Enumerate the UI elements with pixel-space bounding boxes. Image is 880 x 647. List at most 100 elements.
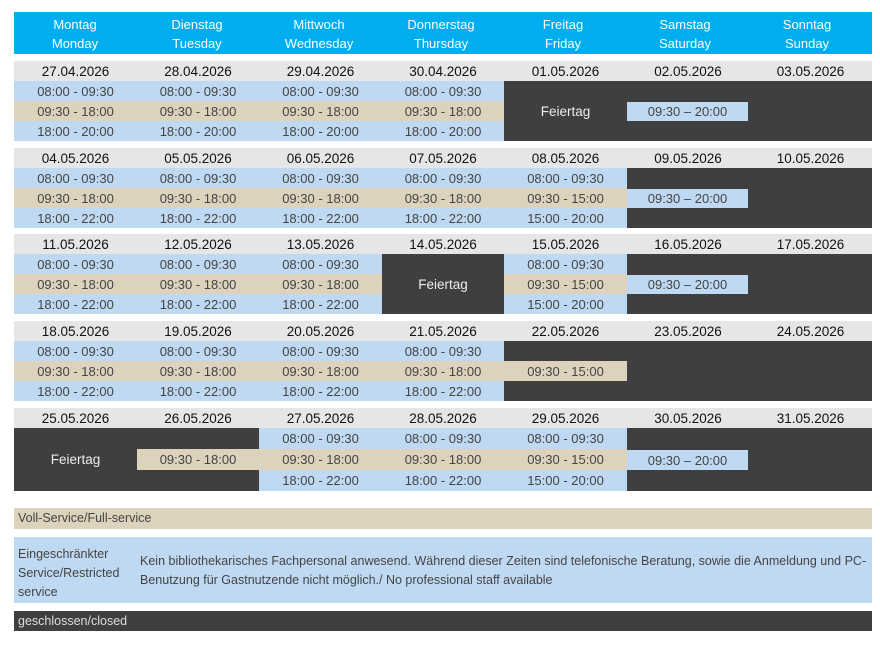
slot-early: 08:00 - 09:30 [137, 81, 259, 101]
closed-block: Feiertag [382, 254, 504, 314]
day-date: 13.05.2026 [259, 234, 382, 254]
day-date: 04.05.2026 [14, 148, 137, 168]
day-date: 29.05.2026 [504, 408, 627, 428]
legend-full-service: Voll-Service/Full-service [14, 508, 872, 529]
slot-saturday: 09:30 – 20:00 [627, 102, 748, 121]
slot-full-service: 09:30 - 15:00 [504, 449, 627, 470]
slot-late: 18:00 - 22:00 [137, 208, 259, 228]
slot-late: 18:00 - 22:00 [382, 381, 504, 401]
slot-late: 18:00 - 20:00 [259, 121, 382, 141]
weekday-name-de: Freitag [542, 17, 584, 32]
weekday-header-cell: Samstag Saturday [624, 12, 746, 54]
day-date: 27.05.2026 [259, 408, 382, 428]
slot-early: 08:00 - 09:30 [14, 168, 137, 188]
slot-full-service: 09:30 - 18:00 [259, 101, 382, 121]
day-date: 12.05.2026 [137, 234, 259, 254]
day-date: 29.04.2026 [259, 61, 382, 81]
day-date: 10.05.2026 [749, 148, 872, 168]
legend-restricted-title: Eingeschränkter Service/Restricted servi… [18, 547, 120, 599]
weekday-name-de: Donnerstag [407, 17, 475, 32]
slot-early: 08:00 - 09:30 [259, 81, 382, 101]
slot-late: 18:00 - 20:00 [382, 121, 504, 141]
slot-full-service: 09:30 - 15:00 [504, 274, 627, 294]
slot-early: 08:00 - 09:30 [504, 254, 627, 274]
slot-early: 08:00 - 09:30 [14, 341, 137, 361]
slot-late: 18:00 - 22:00 [382, 208, 504, 228]
slot-saturday: 09:30 – 20:00 [627, 450, 748, 470]
slot-early: 08:00 - 09:30 [137, 168, 259, 188]
day-date: 08.05.2026 [504, 148, 627, 168]
weekday-name-en: Sunday [784, 36, 830, 51]
slot-late: 18:00 - 22:00 [14, 208, 137, 228]
slot-late: 15:00 - 20:00 [504, 470, 627, 491]
day-date: 07.05.2026 [382, 148, 504, 168]
slot-full-service: 09:30 - 15:00 [504, 361, 627, 381]
slot-full-service: 09:30 - 18:00 [137, 361, 259, 381]
weekday-name-en: Tuesday [172, 36, 222, 51]
slot-full-service: 09:30 - 18:00 [137, 449, 259, 470]
weekday-header: Montag Monday Dienstag Tuesday Mittwoch Wedne… [14, 12, 872, 54]
weekday-header-cell: Donnerstag Thursday [380, 12, 502, 54]
slot-full-service: 09:30 - 18:00 [14, 188, 137, 208]
day-date: 02.05.2026 [627, 61, 749, 81]
slot-late: 18:00 - 22:00 [382, 470, 504, 491]
slot-full-service: 09:30 - 18:00 [382, 361, 504, 381]
day-date: 06.05.2026 [259, 148, 382, 168]
closed-block [627, 341, 749, 401]
slot-full-service: 09:30 - 18:00 [382, 449, 504, 470]
closed-block: Feiertag [14, 428, 137, 491]
slot-full-service: 09:30 - 18:00 [259, 449, 382, 470]
day-date: 15.05.2026 [504, 234, 627, 254]
weekday-header-cell: Montag Monday [14, 12, 136, 54]
slot-late: 15:00 - 20:00 [504, 208, 627, 228]
slot-saturday: 09:30 – 20:00 [627, 275, 748, 294]
weekday-name-en: Saturday [658, 36, 712, 51]
day-date: 27.04.2026 [14, 61, 137, 81]
closed-block [504, 381, 627, 401]
slot-saturday: 09:30 – 20:00 [627, 189, 748, 208]
slot-full-service: 09:30 - 18:00 [137, 188, 259, 208]
slot-early: 08:00 - 09:30 [14, 254, 137, 274]
weekday-name-de: Sonntag [782, 17, 832, 32]
weekday-name-de: Dienstag [171, 17, 223, 32]
weekday-name-de: Samstag [659, 17, 711, 32]
day-date: 24.05.2026 [749, 321, 872, 341]
day-date: 20.05.2026 [259, 321, 382, 341]
slot-full-service: 09:30 - 15:00 [504, 188, 627, 208]
day-date: 31.05.2026 [749, 408, 872, 428]
weekday-name-en: Thursday [413, 36, 469, 51]
slot-early: 08:00 - 09:30 [504, 168, 627, 188]
day-date: 05.05.2026 [137, 148, 259, 168]
weekday-header-cell: Freitag Friday [502, 12, 624, 54]
slot-late: 18:00 - 22:00 [14, 381, 137, 401]
slot-late: 18:00 - 22:00 [259, 470, 382, 491]
weekday-name-en: Monday [51, 36, 99, 51]
closed-block [137, 428, 259, 449]
legend-restricted-description: Kein bibliothekarisches Fachpersonal anw… [140, 554, 867, 587]
day-date: 01.05.2026 [504, 61, 627, 81]
weekday-header-cell: Sonntag Sunday [746, 12, 868, 54]
slot-full-service: 09:30 - 18:00 [14, 274, 137, 294]
slot-full-service: 09:30 - 18:00 [137, 274, 259, 294]
slot-late: 18:00 - 22:00 [137, 294, 259, 314]
slot-early: 08:00 - 09:30 [259, 254, 382, 274]
day-date: 14.05.2026 [382, 234, 504, 254]
slot-early: 08:00 - 09:30 [14, 81, 137, 101]
slot-early: 08:00 - 09:30 [259, 168, 382, 188]
day-date: 22.05.2026 [504, 321, 627, 341]
closed-block [749, 168, 872, 228]
slot-late: 18:00 - 22:00 [137, 381, 259, 401]
slot-late: 18:00 - 20:00 [137, 121, 259, 141]
weekday-name-en: Wednesday [284, 36, 354, 51]
day-date: 16.05.2026 [627, 234, 749, 254]
day-date: 23.05.2026 [627, 321, 749, 341]
slot-full-service: 09:30 - 18:00 [382, 188, 504, 208]
slot-late: 18:00 - 22:00 [259, 381, 382, 401]
slot-late: 18:00 - 20:00 [14, 121, 137, 141]
slot-full-service: 09:30 - 18:00 [259, 361, 382, 381]
day-date: 25.05.2026 [14, 408, 137, 428]
slot-late: 15:00 - 20:00 [504, 294, 627, 314]
slot-full-service: 09:30 - 18:00 [14, 101, 137, 121]
weekday-header-cell: Mittwoch Wednesday [258, 12, 380, 54]
day-date: 28.04.2026 [137, 61, 259, 81]
